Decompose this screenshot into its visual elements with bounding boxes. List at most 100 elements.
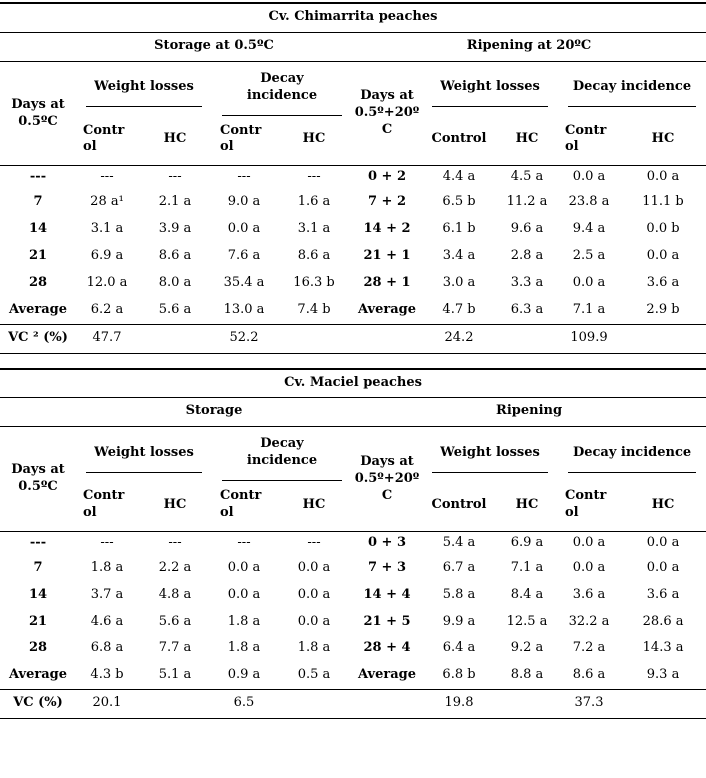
value-cell: 35.4 a [223,274,265,290]
value-cell: 3.4 a [442,248,476,264]
group-decay-incidence-storage: Decay incidence [212,61,352,116]
vc-row: VC (%) 20.1 6.5 19.8 37.3 [0,689,706,720]
vc-value: 20.1 [76,689,138,720]
value-cell: 6.5 b [442,194,476,210]
value-cell: 0.5 a [297,667,331,683]
row-label-cell: 28 + 1 [363,274,411,290]
table-row: Average 4.3 b 5.1 a 0.9 a 0.5 a Average 6.8 b 8… [0,662,706,689]
value-cell: 6.7 a [442,559,476,575]
row-label-cell: Average [357,667,417,683]
group-decay-incidence-ripening: Decay incidence [558,61,706,115]
subheader-row: Control HC Control HC Control HC Control… [0,115,706,167]
group-label: Weight losses [86,70,202,108]
row-label-cell: Average [8,301,68,317]
value-cell: 12.0 a [86,274,128,290]
value-cell: 0.0 a [227,559,261,575]
group-label: Decay incidence [222,427,342,482]
value-cell: --- [237,169,251,185]
group-header-row: Days at 0.5ºC Weight losses Decay incide… [0,426,706,532]
table-gap [0,354,706,368]
value-cell: 23.8 a [568,194,610,210]
value-cell: 1.6 a [297,194,331,210]
value-cell: 2.5 a [572,248,606,264]
value-cell: --- [168,534,182,550]
value-cell: 7.7 a [158,640,192,656]
row-label-cell: 28 [28,274,48,290]
empty-cell [0,32,76,62]
row-label-cell: 28 [28,640,48,656]
value-cell: 0.0 a [297,613,331,629]
group-label: Weight losses [432,70,548,108]
value-cell: 0.0 a [227,586,261,602]
value-cell: --- [100,534,114,550]
value-cell: 7.2 a [572,640,606,656]
row-label-cell: 7 + 2 [367,194,407,210]
value-cell: 6.1 b [442,221,476,237]
col-header-hc: HC [276,481,352,532]
empty-cell [138,689,212,720]
col-header-hc: HC [496,115,558,167]
vc-value: 37.3 [558,689,620,720]
value-cell: 0.0 a [572,274,606,290]
row-label-cell: 21 + 5 [363,613,411,629]
value-cell: 6.8 b [442,667,476,683]
value-cell: 2.2 a [158,559,192,575]
value-cell: 4.4 a [442,169,476,185]
value-cell: 8.0 a [158,274,192,290]
value-cell: 1.8 a [227,640,261,656]
value-cell: 0.0 a [646,169,680,185]
col-header-hc: HC [496,481,558,532]
value-cell: 8.8 a [510,667,544,683]
table-row: 21 6.9 a 8.6 a 7.6 a 8.6 a 21 + 1 3.4 a 2.8 a 2.… [0,243,706,270]
value-cell: 6.2 a [90,301,124,317]
value-cell: 0.0 a [572,559,606,575]
row-label-cell: 21 + 1 [363,248,411,264]
value-cell: 8.6 a [158,248,192,264]
value-cell: 5.8 a [442,586,476,602]
value-cell: --- [168,169,182,185]
row-label-cell: 0 + 3 [367,534,407,550]
group-label: Decay incidence [222,62,342,116]
value-cell: 4.3 b [90,667,124,683]
vc-value: 47.7 [76,323,138,354]
row-label-cell: 14 + 2 [363,221,411,237]
section-header-row: Storage at 0.5ºC Ripening at 20ºC [0,32,706,62]
section-storage: Storage [76,397,352,428]
table-row: 28 6.8 a 7.7 a 1.8 a 1.8 a 28 + 4 6.4 a 9.2 a 7.… [0,635,706,662]
section-storage: Storage at 0.5ºC [76,32,352,62]
col-header-hc: HC [276,115,352,167]
value-cell: 8.6 a [572,667,606,683]
value-cell: 12.5 a [506,613,548,629]
value-cell: 6.9 a [510,534,544,550]
col-header-days-storage: Days at 0.5ºC [0,426,76,532]
value-cell: 2.9 b [646,301,680,317]
value-cell: 16.3 b [293,274,335,290]
value-cell: 7.1 a [572,301,606,317]
vc-value: 109.9 [558,323,620,354]
value-cell: 1.8 a [227,613,261,629]
row-label-cell: 14 [28,586,48,602]
value-cell: 0.0 b [646,221,680,237]
value-cell: 9.6 a [510,221,544,237]
value-cell: 2.1 a [158,194,192,210]
value-cell: 7.6 a [227,248,261,264]
value-cell: 3.9 a [158,221,192,237]
value-cell: 3.1 a [90,221,124,237]
value-cell: 28.6 a [642,613,684,629]
value-cell: 4.7 b [442,301,476,317]
value-cell: 5.1 a [158,667,192,683]
table-row: Average 6.2 a 5.6 a 13.0 a 7.4 b Average 4.7 b… [0,297,706,324]
value-cell: --- [237,534,251,550]
value-cell: 6.9 a [90,248,124,264]
table-chimarrita: Cv. Chimarrita peaches Storage at 0.5ºC … [0,1,706,354]
group-header-row: Days at 0.5ºC Weight losses Decay incide… [0,61,706,167]
group-label: Decay incidence [568,436,697,473]
value-cell: 5.4 a [442,534,476,550]
table-row: --- --- --- --- --- 0 + 2 4.4 a 4.5 a 0.0 a 0.0 a [0,166,706,189]
col-header-control: Control [212,115,276,167]
value-cell: 3.7 a [90,586,124,602]
value-cell: 9.4 a [572,221,606,237]
value-cell: 1.8 a [90,559,124,575]
value-cell: 7.1 a [510,559,544,575]
row-label-cell: --- [29,169,47,185]
